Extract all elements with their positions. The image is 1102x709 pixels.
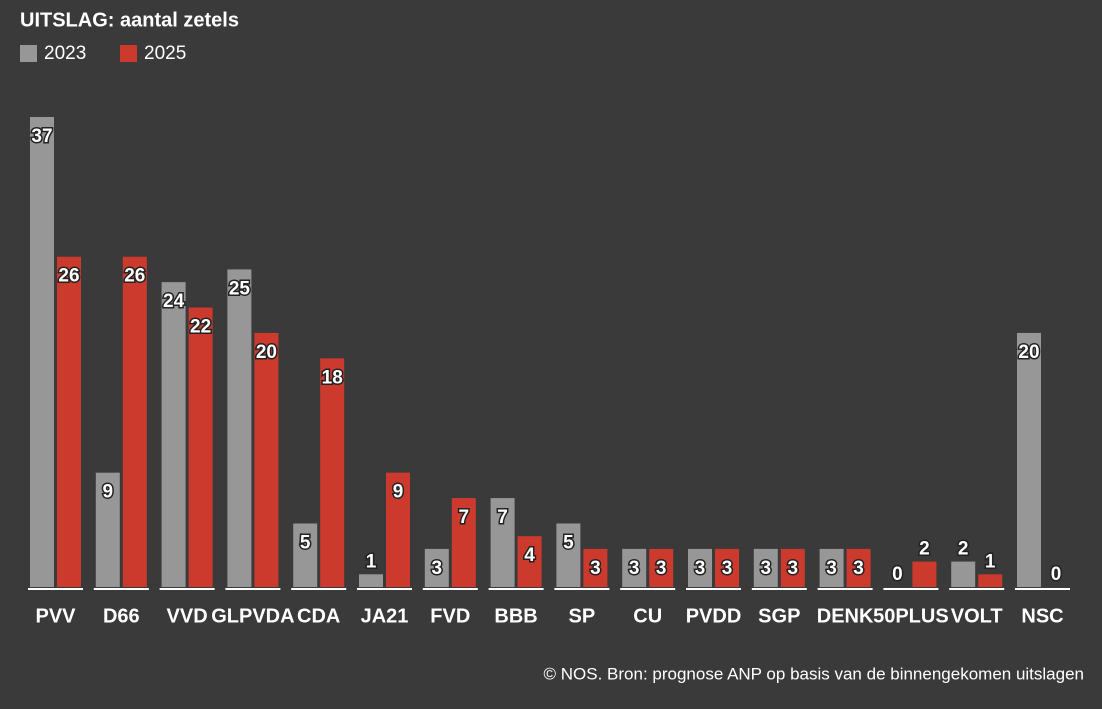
value-label: 3 [590, 558, 601, 579]
x-tick-label: DENK [817, 605, 874, 627]
value-label: 7 [497, 507, 508, 528]
x-tick-label: GLPVDA [211, 605, 294, 627]
bar [30, 117, 54, 587]
bar [188, 307, 213, 587]
value-label: 3 [432, 558, 443, 579]
value-label: 2 [958, 539, 969, 560]
x-tick-label: FVD [430, 605, 470, 627]
legend-swatch [20, 45, 37, 62]
x-tick-label: BBB [494, 605, 537, 627]
value-label: 0 [1051, 564, 1062, 585]
value-label: 5 [563, 533, 574, 554]
value-label: 3 [629, 558, 640, 579]
bar [622, 548, 647, 587]
value-label: 26 [124, 266, 145, 287]
value-label: 4 [524, 545, 535, 566]
value-label: 5 [300, 533, 311, 554]
bar [649, 548, 674, 587]
value-label: 20 [1018, 342, 1039, 363]
value-label: 3 [826, 558, 837, 579]
bar [490, 498, 515, 587]
x-tick-label: VOLT [951, 605, 1003, 627]
x-tick-label: D66 [103, 605, 140, 627]
source: © NOS. Bron: prognose ANP op basis van d… [544, 664, 1085, 683]
x-tick-label: JA21 [361, 605, 409, 627]
value-label: 3 [695, 558, 706, 579]
x-tick-label: 50PLUS [873, 605, 949, 627]
legend-swatch [120, 45, 137, 62]
value-label: 3 [722, 558, 733, 579]
value-label: 20 [256, 342, 277, 363]
bar [161, 282, 186, 587]
bar [583, 548, 608, 587]
bar [320, 358, 345, 587]
chart-title: UITSLAG: aantal zetels [20, 9, 239, 31]
bar [517, 536, 542, 587]
value-label: 18 [322, 367, 343, 388]
value-label: 3 [656, 558, 667, 579]
bar [951, 561, 976, 587]
value-label: 9 [103, 482, 114, 503]
bar [293, 523, 318, 587]
bar [1017, 332, 1041, 587]
bar [122, 256, 147, 587]
legend-label: 2025 [144, 43, 186, 64]
x-tick-label: PVV [35, 605, 76, 627]
value-label: 1 [985, 551, 996, 572]
value-label: 25 [229, 278, 251, 299]
bar [254, 332, 279, 587]
x-tick-label: PVDD [686, 605, 742, 627]
x-tick-label: NSC [1021, 605, 1063, 627]
bar [424, 548, 449, 587]
x-tick-label: SP [569, 605, 596, 627]
bar [978, 574, 1003, 587]
bar [912, 561, 937, 587]
bar [95, 472, 120, 587]
x-tick-label: VVD [167, 605, 208, 627]
value-label: 26 [58, 266, 79, 287]
x-tick-label: SGP [758, 605, 800, 627]
value-label: 2 [919, 539, 930, 560]
value-label: 24 [163, 291, 185, 312]
value-label: 1 [366, 551, 377, 572]
bar [451, 498, 476, 587]
bar [359, 574, 383, 587]
bar [715, 548, 739, 587]
bar [386, 472, 410, 587]
bar [227, 269, 252, 587]
x-tick-label: CU [633, 605, 662, 627]
value-label: 0 [892, 564, 903, 585]
value-label: 3 [761, 558, 772, 579]
x-tick-label: CDA [297, 605, 340, 627]
bar [819, 548, 844, 587]
bar [688, 548, 712, 587]
bar [780, 548, 805, 587]
bar [556, 523, 581, 587]
bar [846, 548, 871, 587]
bar [57, 256, 81, 587]
value-label: 3 [788, 558, 799, 579]
value-label: 9 [393, 482, 404, 503]
legend-label: 2023 [44, 43, 86, 64]
value-label: 7 [459, 507, 470, 528]
value-label: 22 [190, 317, 211, 338]
bar [753, 548, 778, 587]
value-label: 37 [31, 126, 52, 147]
value-label: 3 [853, 558, 864, 579]
